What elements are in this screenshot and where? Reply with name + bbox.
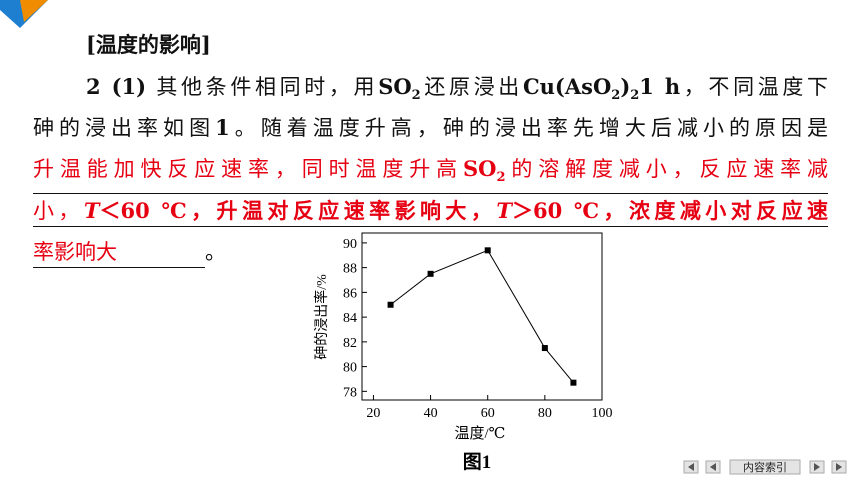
plot-frame bbox=[361, 232, 603, 401]
text: SO bbox=[378, 74, 412, 99]
y-tick-label: 90 bbox=[343, 237, 357, 252]
nav-icon bbox=[814, 463, 820, 471]
text: 砷的浸出率如图 bbox=[33, 116, 216, 140]
x-tick-label: 100 bbox=[592, 406, 613, 421]
nav-icon bbox=[688, 463, 694, 471]
y-tick-label: 86 bbox=[343, 286, 357, 301]
corner-decoration bbox=[20, 0, 48, 22]
y-axis-label: 砷的浸出率/% bbox=[313, 274, 330, 360]
heading: [温度的影响] bbox=[86, 32, 211, 57]
y-tick-label: 78 bbox=[343, 385, 357, 400]
y-tick-label: 88 bbox=[343, 262, 357, 277]
subscript: 2 bbox=[630, 88, 640, 103]
nav-icon bbox=[836, 463, 842, 471]
text: 。 bbox=[205, 240, 226, 264]
caption: 图1 bbox=[463, 451, 492, 473]
x-tick-label: 40 bbox=[424, 406, 438, 421]
text: ，不同温度下 bbox=[680, 75, 829, 99]
text: 率影响大 bbox=[33, 237, 205, 268]
subscript: 2 bbox=[411, 88, 421, 103]
question-line: 2 (1) 其他条件相同时，用SO2还原浸出Cu(AsO2)21 h，不同温度下 bbox=[86, 72, 828, 111]
text: T bbox=[83, 198, 100, 223]
answer-line: 升温能加快反应速率，同时温度升高SO2的溶解度减小，反应速率减 bbox=[33, 154, 828, 194]
text: ＜60 ℃，升温对反应速率影响大， bbox=[99, 198, 497, 223]
text: Cu(AsO bbox=[522, 74, 612, 99]
data-point bbox=[387, 301, 394, 308]
question-line: 砷的浸出率如图1。随着温度升高，砷的浸出率先增大后减小的原因是 bbox=[33, 113, 828, 143]
text: 1 bbox=[215, 115, 230, 140]
text: 还原浸出 bbox=[420, 75, 523, 99]
y-tick-label: 82 bbox=[343, 336, 357, 351]
subscript: 2 bbox=[496, 170, 506, 185]
text: T bbox=[496, 198, 512, 223]
nav: 内容索引 bbox=[683, 459, 847, 475]
text: 。随着温度升高，砷的浸出率先增大后减小的原因是 bbox=[229, 116, 829, 140]
data-point bbox=[484, 247, 491, 254]
text: ) bbox=[620, 74, 631, 99]
x-tick-label: 20 bbox=[366, 406, 380, 421]
text: 的溶解度减小，反应速率减 bbox=[505, 157, 829, 181]
nav-index[interactable]: 内容索引 bbox=[743, 460, 787, 474]
nav-icon bbox=[710, 463, 716, 471]
nav-index-button[interactable] bbox=[729, 459, 801, 475]
text: 其他条件相同时，用 bbox=[146, 75, 379, 99]
text: ＞60 ℃，浓度减小对反应速 bbox=[511, 198, 829, 223]
data-point bbox=[541, 345, 548, 352]
x-tick-label: 80 bbox=[538, 406, 552, 421]
text: 1 h bbox=[639, 74, 681, 99]
text: 小， bbox=[33, 199, 84, 223]
x-tick-label: 60 bbox=[481, 406, 495, 421]
text: 2 (1) bbox=[86, 74, 147, 99]
x-axis-label: 温度/℃ bbox=[455, 425, 506, 442]
text: SO bbox=[463, 156, 497, 181]
answer-line: 率影响大。 bbox=[33, 237, 226, 268]
y-tick-label: 80 bbox=[343, 361, 357, 376]
data-point bbox=[427, 270, 434, 277]
subscript: 2 bbox=[611, 88, 621, 103]
y-tick-label: 84 bbox=[343, 311, 357, 326]
data-line bbox=[390, 249, 574, 383]
answer-line: 小，T＜60 ℃，升温对反应速率影响大，T＞60 ℃，浓度减小对反应速 bbox=[33, 196, 828, 227]
text: 升温能加快反应速率，同时温度升高 bbox=[33, 157, 463, 181]
data-point bbox=[570, 379, 577, 386]
